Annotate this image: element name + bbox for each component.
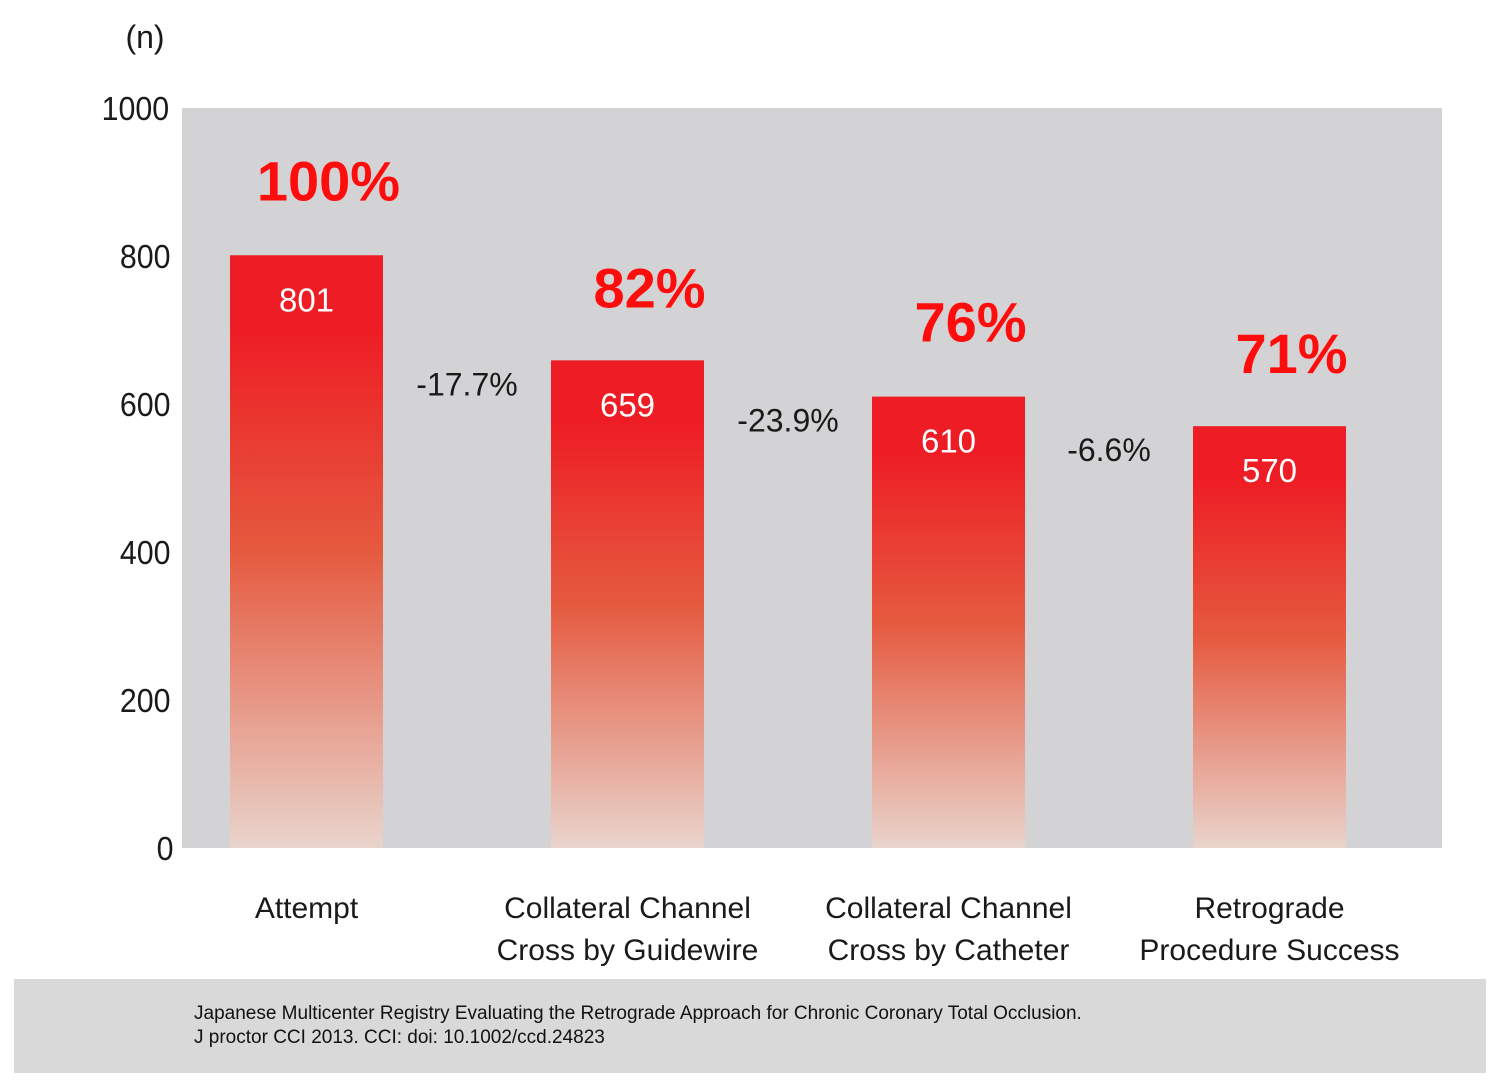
- bar-chart: (n) 0 200 400 600 800 1000 801 100% 659 82% 610 76%…: [102, 19, 1442, 967]
- change-label: -23.9%: [737, 403, 838, 439]
- change-label: -17.7%: [416, 366, 517, 402]
- bar-value-label: 659: [600, 386, 655, 423]
- y-tick-label: 200: [120, 682, 171, 719]
- x-axis-labels: Attempt Collateral Channel Cross by Guidew…: [255, 892, 1400, 967]
- x-category-label: Collateral Channel: [825, 892, 1072, 925]
- y-tick-label: 0: [157, 830, 174, 867]
- bar: [1193, 426, 1346, 848]
- bars: [230, 255, 1346, 848]
- y-tick-label: 400: [120, 534, 171, 571]
- x-category-label: Attempt: [255, 892, 359, 925]
- percent-label: 76%: [914, 291, 1026, 354]
- y-tick-label: 800: [120, 238, 171, 275]
- data-labels: 801 100% 659 82% 610 76% 570 71% -17.7% -23.9% -6.…: [257, 149, 1348, 489]
- x-category-label: Cross by Guidewire: [497, 934, 759, 967]
- percent-label: 71%: [1235, 322, 1347, 385]
- bar-value-label: 570: [1242, 452, 1297, 489]
- change-label: -6.6%: [1067, 432, 1151, 468]
- x-category-label: Retrograde: [1194, 892, 1344, 925]
- citation-footer: Japanese Multicenter Registry Evaluating…: [14, 979, 1486, 1073]
- bar-value-label: 801: [279, 281, 334, 318]
- y-tick-label: 1000: [102, 90, 170, 127]
- citation-text: Japanese Multicenter Registry Evaluating…: [194, 1002, 1082, 1050]
- citation-line-2: J proctor CCI 2013. CCI: doi: 10.1002/cc…: [194, 1027, 605, 1048]
- bar-value-label: 610: [921, 423, 976, 460]
- y-tick-label: 600: [120, 386, 171, 423]
- y-axis-unit-label: (n): [125, 19, 164, 55]
- bar: [551, 360, 704, 848]
- x-category-label: Cross by Catheter: [828, 934, 1070, 967]
- percent-label: 82%: [593, 256, 705, 319]
- citation-line-1: Japanese Multicenter Registry Evaluating…: [194, 1003, 1082, 1024]
- x-category-label: Procedure Success: [1139, 934, 1399, 967]
- bar: [872, 396, 1025, 848]
- y-axis: (n) 0 200 400 600 800 1000: [102, 19, 174, 867]
- percent-label: 100%: [257, 149, 400, 212]
- x-category-label: Collateral Channel: [504, 892, 751, 925]
- bar: [230, 255, 383, 848]
